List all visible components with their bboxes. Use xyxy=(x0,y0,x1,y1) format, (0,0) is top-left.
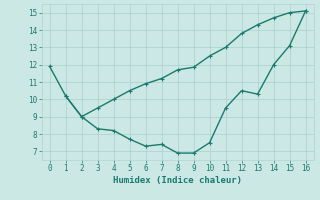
X-axis label: Humidex (Indice chaleur): Humidex (Indice chaleur) xyxy=(113,176,242,185)
